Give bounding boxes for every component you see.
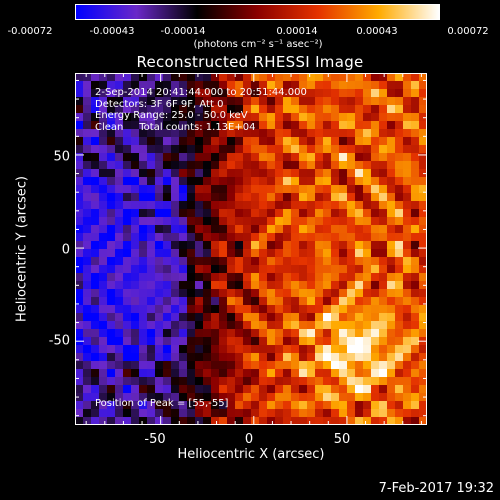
colorbar-tick-label: 0.00072: [447, 26, 489, 37]
colorbar-tick-label: -0.00014: [160, 26, 206, 37]
colorbar-tick-label: 0.00014: [276, 26, 318, 37]
x-tick-label: -50: [144, 432, 166, 447]
y-tick-label: -50: [48, 333, 70, 349]
colorbar-tick-label: -0.00043: [89, 26, 135, 37]
heatmap-image: [75, 73, 427, 425]
annotation-detectors: Detectors: 3F 6F 9F, Att 0: [95, 98, 224, 110]
x-tick-label: 50: [333, 432, 351, 447]
plot-border: [75, 73, 427, 425]
plot-area: 2-Sep-2014 20:41:44.000 to 20:51:44.000 …: [75, 73, 427, 425]
annotation-energy-range: Energy Range: 25.0 - 50.0 keV: [95, 110, 248, 121]
x-tick-label: 0: [244, 432, 254, 447]
annotation-time-range: 2-Sep-2014 20:41:44.000 to 20:51:44.000: [95, 87, 307, 98]
y-tick-label: 50: [53, 149, 70, 165]
plot-timestamp: 7-Feb-2017 19:32: [378, 481, 494, 496]
colorbar-tick-label: 0.00043: [356, 26, 398, 37]
colorbar-tick-label: -0.00072: [7, 26, 53, 37]
colorbar: [75, 4, 440, 20]
colorbar-unit-label: (photons cm⁻² s⁻¹ asec⁻²): [193, 39, 323, 50]
y-axis-label: Heliocentric Y (arcsec): [14, 176, 30, 322]
axes-frame: [75, 73, 427, 425]
peak-position-label: Position of Peak = [55,-55]: [95, 398, 229, 409]
annotation-clean-counts: Clean Total counts: 1.13E+04: [95, 121, 256, 133]
y-tick-label: 0: [61, 242, 70, 258]
x-axis-label: Heliocentric X (arcsec): [177, 447, 325, 462]
chart-title: Reconstructed RHESSI Image: [136, 53, 364, 71]
